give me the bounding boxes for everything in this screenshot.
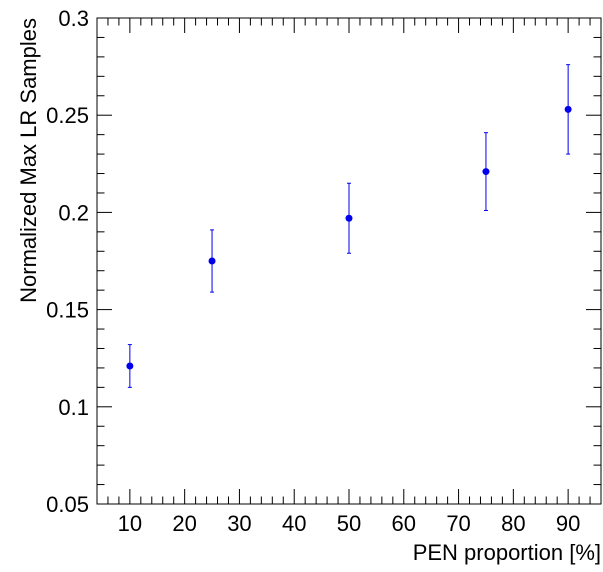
data-point <box>345 214 353 222</box>
x-tick-label: 50 <box>337 511 361 536</box>
plot-frame <box>96 17 602 505</box>
y-tick-label: 0.25 <box>46 103 89 128</box>
x-axis-ticks: 10 20 30 40 50 60 70 80 90 <box>96 18 602 536</box>
data-point <box>208 257 216 265</box>
x-tick-label: 40 <box>282 511 306 536</box>
x-tick-label: 10 <box>118 511 142 536</box>
y-tick-label: 0.15 <box>46 298 89 323</box>
x-tick-label: 90 <box>556 511 580 536</box>
x-tick-label: 60 <box>392 511 416 536</box>
y-tick-label: 0.3 <box>58 6 89 31</box>
y-axis-label: Normalized Max LR Samples <box>16 18 41 303</box>
data-point <box>482 168 490 176</box>
x-tick-label: 30 <box>227 511 251 536</box>
data-point <box>126 362 134 370</box>
y-axis-ticks: 0.05 0.1 0.15 0.2 0.25 0.3 <box>46 6 601 517</box>
y-tick-label: 0.2 <box>58 200 89 225</box>
data-point <box>564 105 572 113</box>
y-tick-label: 0.1 <box>58 395 89 420</box>
y-tick-label: 0.05 <box>46 492 89 517</box>
data-points <box>126 64 572 388</box>
x-tick-label: 70 <box>446 511 470 536</box>
x-axis-label: PEN proportion [%] <box>413 540 601 565</box>
x-tick-label: 80 <box>501 511 525 536</box>
x-tick-label: 20 <box>172 511 196 536</box>
